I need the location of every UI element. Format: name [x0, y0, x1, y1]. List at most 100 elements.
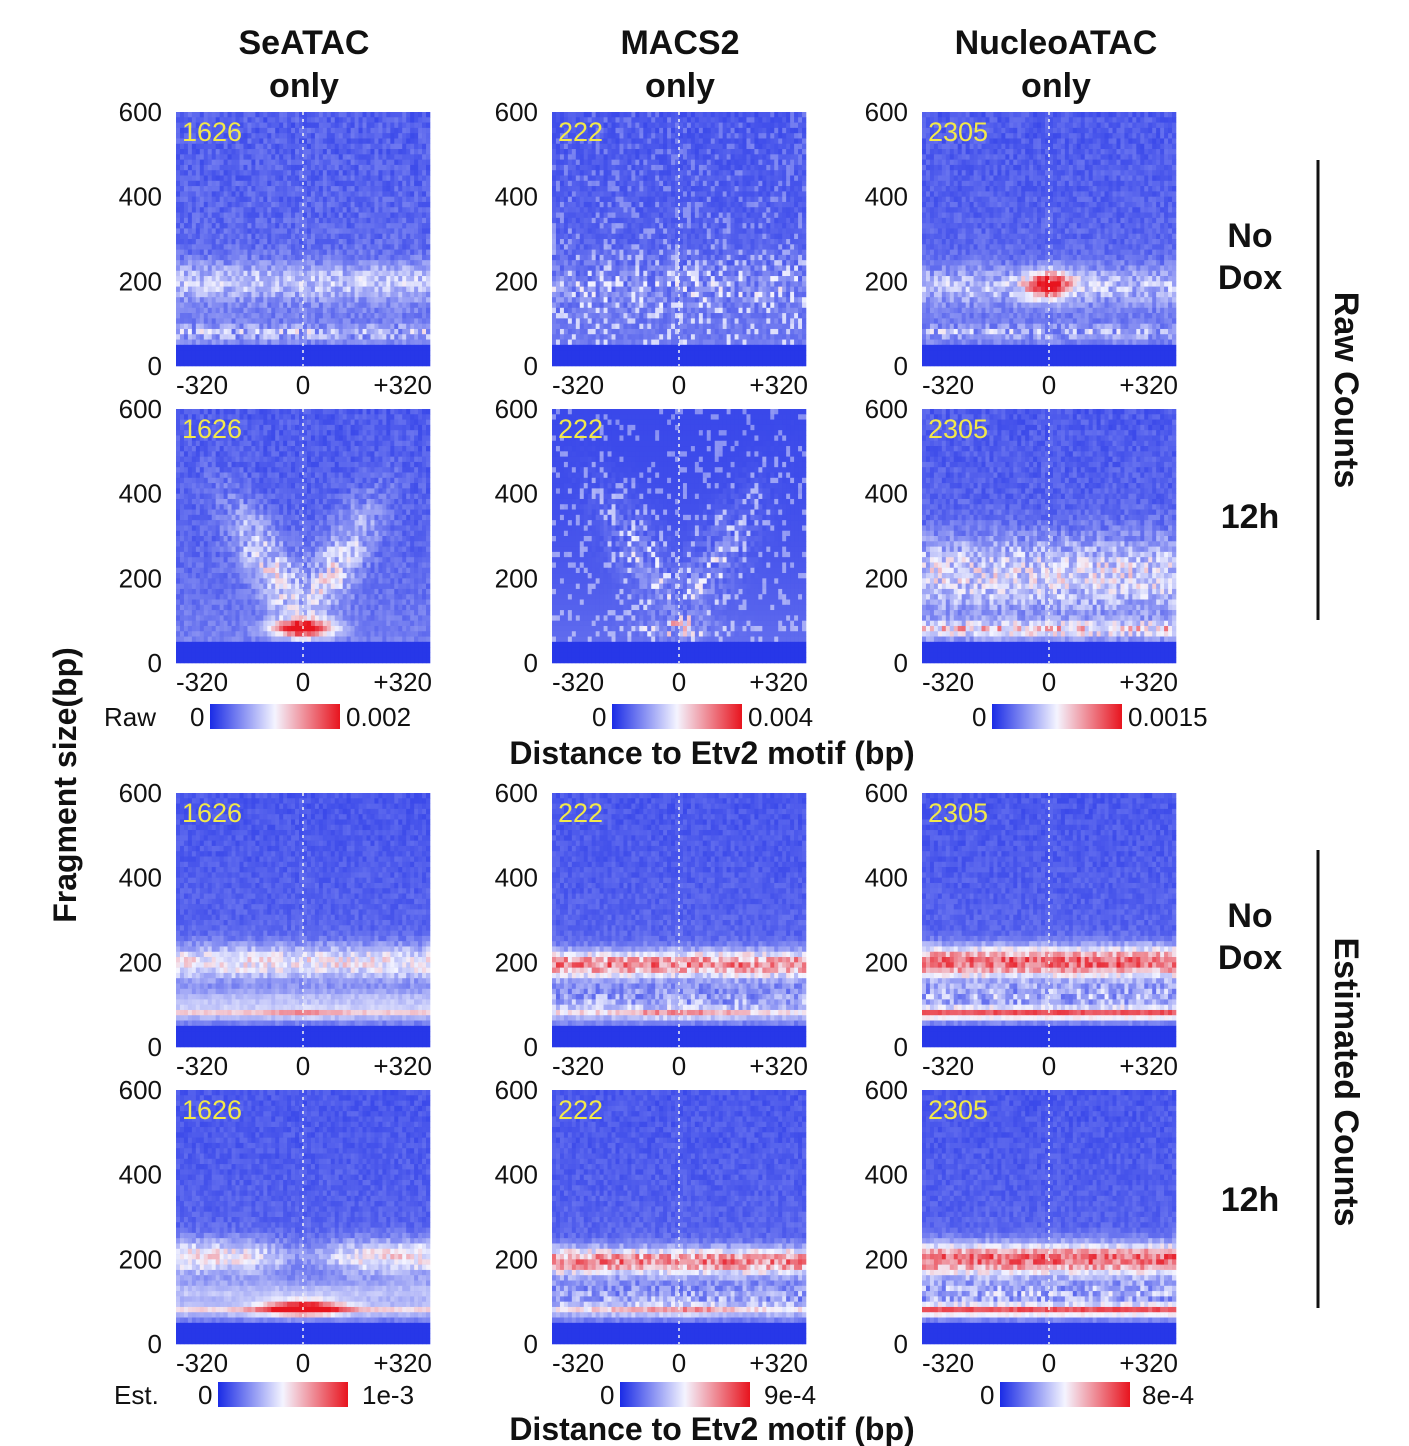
heatmap-cell — [319, 170, 323, 176]
heatmap-cell — [255, 170, 259, 176]
heatmap-cell — [394, 112, 398, 118]
heatmap-cell — [295, 144, 299, 150]
heatmap-cell — [378, 128, 382, 134]
heatmap-cell — [220, 202, 224, 208]
heatmap-cell — [414, 112, 418, 118]
heatmap-cell — [335, 170, 339, 176]
heatmap-cell — [339, 123, 343, 129]
heatmap-cell — [359, 144, 363, 150]
heatmap-cell — [188, 186, 192, 192]
heatmap-cell — [351, 144, 355, 150]
heatmap-cell — [275, 149, 279, 155]
heatmap-cell — [406, 149, 410, 155]
heatmap-cell — [251, 133, 255, 139]
heatmap-cell — [378, 197, 382, 203]
heatmap-cell — [335, 202, 339, 208]
heatmap-cell — [184, 202, 188, 208]
heatmap-cell — [275, 133, 279, 139]
heatmap-cell — [212, 181, 216, 187]
column-subtitle-seatac: only — [269, 67, 339, 105]
heatmap-cell — [291, 133, 295, 139]
heatmap-cell — [402, 197, 406, 203]
heatmap-cell — [287, 123, 291, 129]
heatmap-cell — [422, 176, 426, 182]
heatmap-cell — [291, 165, 295, 171]
heatmap-cell — [287, 144, 291, 150]
heatmap-cell — [259, 112, 263, 118]
heatmap-cell — [359, 202, 363, 208]
heatmap-cell — [414, 176, 418, 182]
heatmap-cell — [311, 133, 315, 139]
heatmap-cell — [184, 176, 188, 182]
heatmap-cell — [240, 197, 244, 203]
heatmap-cell — [390, 144, 394, 150]
heatmap-cell — [363, 181, 367, 187]
heatmap-cell — [339, 117, 343, 123]
heatmap-cell — [323, 202, 327, 208]
heatmap-cell — [275, 112, 279, 118]
heatmap-cell — [418, 133, 422, 139]
heatmap-cell — [351, 133, 355, 139]
heatmap-cell — [418, 160, 422, 166]
heatmap-cell — [418, 181, 422, 187]
heatmap-cell — [287, 165, 291, 171]
heatmap-cell — [394, 197, 398, 203]
heatmap-cell — [347, 202, 351, 208]
heatmap-cell — [335, 154, 339, 160]
heatmap-cell — [267, 144, 271, 150]
heatmap-cell — [291, 117, 295, 123]
heatmap-cell — [390, 112, 394, 118]
heatmap-cell — [232, 197, 236, 203]
heatmap-cell — [363, 170, 367, 176]
heatmap-cell — [263, 123, 267, 129]
heatmap-cell — [224, 181, 228, 187]
heatmap-cell — [418, 176, 422, 182]
heatmap-cell — [370, 186, 374, 192]
heatmap-cell — [367, 123, 371, 129]
heatmap-cell — [251, 128, 255, 134]
heatmap-cell — [291, 197, 295, 203]
heatmap-cell — [410, 170, 414, 176]
heatmap-cell — [418, 112, 422, 118]
heatmap-cell — [359, 160, 363, 166]
heatmap-cell — [323, 165, 327, 171]
heatmap-cell — [374, 128, 378, 134]
heatmap-cell — [267, 191, 271, 197]
heatmap-cell — [363, 144, 367, 150]
heatmap-cell — [351, 186, 355, 192]
heatmap-cell — [426, 133, 430, 139]
heatmap-cell — [347, 197, 351, 203]
heatmap-cell — [351, 154, 355, 160]
heatmap-cell — [184, 170, 188, 176]
heatmap-cell — [271, 176, 275, 182]
heatmap-cell — [228, 181, 232, 187]
heatmap-cell — [216, 191, 220, 197]
heatmap-cell — [323, 138, 327, 144]
heatmap-cell — [394, 154, 398, 160]
heatmap-cell — [275, 202, 279, 208]
heatmap-cell — [247, 176, 251, 182]
heatmap-cell — [323, 181, 327, 187]
heatmap-cell — [339, 154, 343, 160]
heatmap-cell — [275, 170, 279, 176]
heatmap-cell — [390, 197, 394, 203]
heatmap-cell — [279, 112, 283, 118]
heatmap-cell — [307, 170, 311, 176]
heatmap-cell — [291, 181, 295, 187]
heatmap-cell — [247, 186, 251, 192]
heatmap-cell — [311, 197, 315, 203]
heatmap-cell — [422, 170, 426, 176]
heatmap-cell — [414, 138, 418, 144]
heatmap-cell — [422, 133, 426, 139]
heatmap-cell — [176, 197, 180, 203]
heatmap-cell — [267, 176, 271, 182]
heatmap-cell — [188, 165, 192, 171]
heatmap-cell — [243, 117, 247, 123]
heatmap-cell — [291, 112, 295, 118]
heatmap-cell — [259, 138, 263, 144]
heatmap-panel-r1-c1: 16266004002000-320 0 +320 — [119, 97, 432, 400]
heatmap-cell — [347, 117, 351, 123]
heatmap-cell — [335, 138, 339, 144]
heatmap-cell — [355, 191, 359, 197]
heatmap-cell — [398, 128, 402, 134]
